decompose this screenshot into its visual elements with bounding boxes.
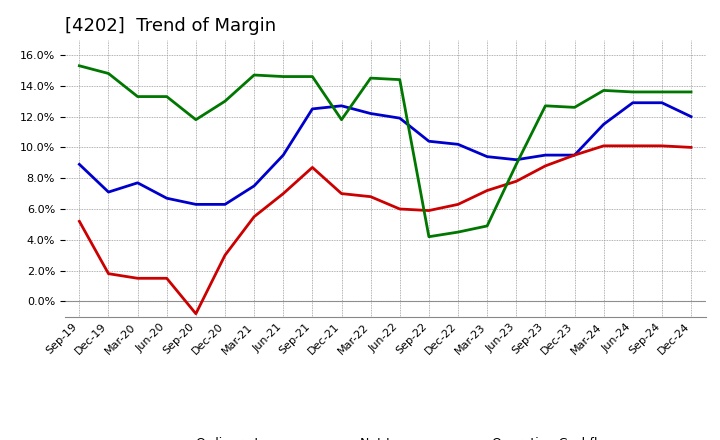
Operating Cashflow	[512, 161, 521, 167]
Ordinary Income	[570, 152, 579, 158]
Ordinary Income	[337, 103, 346, 108]
Line: Net Income: Net Income	[79, 146, 691, 314]
Net Income	[308, 165, 317, 170]
Ordinary Income	[104, 189, 113, 194]
Net Income	[192, 311, 200, 316]
Ordinary Income	[395, 115, 404, 121]
Line: Operating Cashflow: Operating Cashflow	[79, 66, 691, 237]
Net Income	[133, 275, 142, 281]
Ordinary Income	[657, 100, 666, 105]
Ordinary Income	[366, 111, 375, 116]
Net Income	[366, 194, 375, 199]
Net Income	[599, 143, 608, 148]
Net Income	[220, 253, 229, 258]
Ordinary Income	[220, 202, 229, 207]
Net Income	[512, 179, 521, 184]
Ordinary Income	[687, 114, 696, 119]
Operating Cashflow	[220, 99, 229, 104]
Net Income	[657, 143, 666, 148]
Net Income	[337, 191, 346, 196]
Ordinary Income	[425, 139, 433, 144]
Operating Cashflow	[657, 89, 666, 95]
Net Income	[570, 152, 579, 158]
Operating Cashflow	[483, 223, 492, 228]
Net Income	[395, 206, 404, 212]
Ordinary Income	[133, 180, 142, 185]
Ordinary Income	[483, 154, 492, 159]
Net Income	[425, 208, 433, 213]
Operating Cashflow	[454, 230, 462, 235]
Operating Cashflow	[192, 117, 200, 122]
Net Income	[483, 188, 492, 193]
Operating Cashflow	[570, 105, 579, 110]
Line: Ordinary Income: Ordinary Income	[79, 103, 691, 204]
Net Income	[629, 143, 637, 148]
Ordinary Income	[279, 152, 287, 158]
Net Income	[250, 214, 258, 219]
Operating Cashflow	[395, 77, 404, 82]
Ordinary Income	[629, 100, 637, 105]
Operating Cashflow	[133, 94, 142, 99]
Ordinary Income	[512, 157, 521, 162]
Operating Cashflow	[599, 88, 608, 93]
Ordinary Income	[163, 195, 171, 201]
Net Income	[687, 145, 696, 150]
Net Income	[541, 163, 550, 169]
Operating Cashflow	[541, 103, 550, 108]
Net Income	[454, 202, 462, 207]
Operating Cashflow	[425, 234, 433, 239]
Ordinary Income	[541, 152, 550, 158]
Operating Cashflow	[104, 71, 113, 76]
Ordinary Income	[599, 121, 608, 127]
Operating Cashflow	[687, 89, 696, 95]
Operating Cashflow	[366, 75, 375, 81]
Operating Cashflow	[308, 74, 317, 79]
Operating Cashflow	[279, 74, 287, 79]
Net Income	[75, 219, 84, 224]
Operating Cashflow	[250, 72, 258, 77]
Net Income	[104, 271, 113, 276]
Operating Cashflow	[75, 63, 84, 68]
Ordinary Income	[454, 142, 462, 147]
Net Income	[279, 191, 287, 196]
Text: [4202]  Trend of Margin: [4202] Trend of Margin	[65, 17, 276, 35]
Ordinary Income	[75, 161, 84, 167]
Ordinary Income	[308, 106, 317, 111]
Ordinary Income	[192, 202, 200, 207]
Operating Cashflow	[629, 89, 637, 95]
Operating Cashflow	[163, 94, 171, 99]
Operating Cashflow	[337, 117, 346, 122]
Ordinary Income	[250, 183, 258, 188]
Legend: Ordinary Income, Net Income, Operating Cashflow: Ordinary Income, Net Income, Operating C…	[150, 432, 621, 440]
Net Income	[163, 275, 171, 281]
